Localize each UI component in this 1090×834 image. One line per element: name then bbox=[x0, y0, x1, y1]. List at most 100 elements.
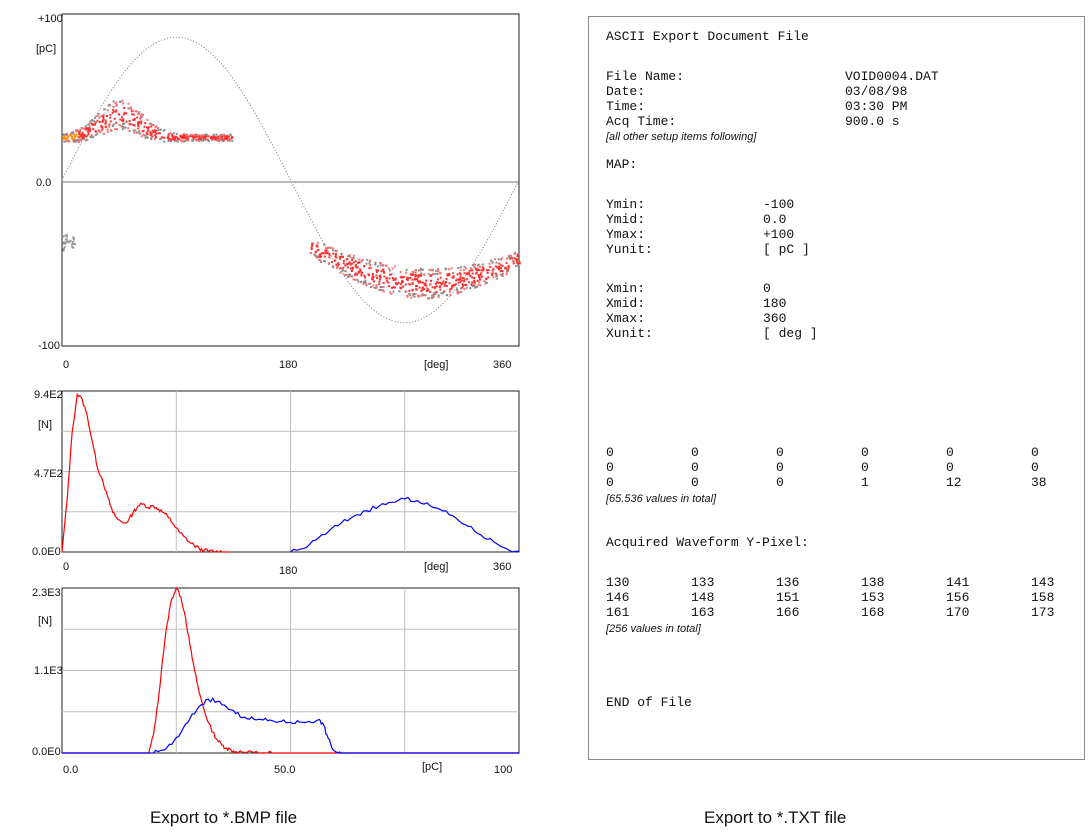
scatter-point bbox=[62, 235, 65, 238]
scatter-point bbox=[369, 263, 372, 266]
scatter-point bbox=[411, 282, 414, 285]
scatter-point bbox=[108, 123, 111, 126]
scatter-point bbox=[147, 127, 150, 130]
scatter-point bbox=[79, 128, 82, 131]
map-cell: 0 bbox=[776, 445, 784, 460]
scatter-point bbox=[415, 274, 418, 277]
scatter-point bbox=[98, 116, 101, 119]
scatter-point bbox=[324, 252, 327, 255]
scatter-point bbox=[470, 267, 473, 270]
time-label: Time: bbox=[606, 99, 646, 114]
scatter-point bbox=[92, 128, 95, 131]
scatter-point bbox=[388, 269, 391, 272]
scatter-point bbox=[424, 282, 427, 285]
scatter-point bbox=[143, 134, 146, 137]
scatter-point bbox=[68, 140, 71, 143]
wave-cell: 141 bbox=[946, 575, 970, 590]
scatter-point bbox=[134, 129, 137, 132]
scatter-point bbox=[429, 283, 432, 286]
scatter-point bbox=[66, 135, 69, 138]
scatter-point bbox=[369, 259, 372, 262]
scatter-point bbox=[132, 129, 135, 132]
scatter-point bbox=[64, 242, 67, 245]
y-axis-label: [pC] bbox=[36, 43, 56, 55]
scatter-point bbox=[448, 290, 451, 293]
scatter-point bbox=[356, 262, 359, 264]
scatter-point bbox=[62, 135, 65, 138]
scatter-point bbox=[375, 269, 378, 272]
scatter-point bbox=[140, 115, 143, 118]
scatter-point bbox=[389, 291, 392, 294]
scatter-point bbox=[516, 262, 519, 265]
scatter-point bbox=[479, 265, 482, 268]
scatter-point bbox=[468, 271, 470, 274]
scatter-point bbox=[127, 107, 130, 110]
scatter-point bbox=[326, 252, 329, 255]
scatter-point bbox=[167, 139, 170, 142]
scatter-point bbox=[106, 130, 109, 133]
scatter-point bbox=[505, 261, 508, 264]
map-cell: 0 bbox=[1031, 445, 1039, 460]
scatter-point bbox=[344, 264, 347, 267]
scatter-point bbox=[485, 281, 488, 284]
scatter-point bbox=[451, 284, 454, 287]
scatter-point bbox=[357, 270, 360, 273]
scatter-point bbox=[176, 140, 179, 143]
scatter-point bbox=[413, 293, 416, 295]
scatter-point bbox=[115, 104, 118, 107]
scatter-point bbox=[170, 139, 172, 142]
scatter-point bbox=[198, 135, 201, 138]
txt-export-panel: ASCII Export Document File File Name: VO… bbox=[588, 16, 1085, 760]
scatter-point bbox=[334, 249, 337, 252]
scatter-point bbox=[207, 140, 210, 142]
xmax-value: 360 bbox=[763, 311, 787, 326]
scatter-point bbox=[364, 279, 367, 282]
scatter-point bbox=[382, 289, 384, 292]
scatter-point bbox=[376, 265, 379, 268]
scatter-point bbox=[348, 261, 351, 264]
scatter-point bbox=[184, 137, 187, 140]
scatter-point bbox=[359, 270, 362, 273]
scatter-point bbox=[448, 282, 451, 285]
x-tick-label: 100 bbox=[494, 764, 512, 776]
scatter-point bbox=[98, 121, 101, 123]
scatter-point bbox=[154, 134, 157, 137]
scatter-point bbox=[111, 111, 114, 114]
scatter-point bbox=[376, 277, 378, 280]
waveform-note: [256 values in total] bbox=[606, 623, 701, 635]
scatter-point bbox=[84, 139, 87, 142]
wave-cell: 166 bbox=[776, 605, 800, 620]
scatter-point bbox=[480, 269, 483, 272]
scatter-point bbox=[514, 251, 517, 254]
scatter-point bbox=[332, 265, 334, 268]
map-cell: 0 bbox=[606, 460, 614, 475]
y-tick-label: 0.0 bbox=[36, 177, 51, 189]
xmin-value: 0 bbox=[763, 281, 771, 296]
scatter-point bbox=[422, 294, 425, 297]
scatter-point bbox=[420, 267, 422, 270]
scatter-point bbox=[501, 272, 504, 275]
scatter-point bbox=[128, 123, 131, 126]
scatter-point bbox=[75, 139, 78, 142]
scatter-point bbox=[467, 281, 470, 284]
scatter-point bbox=[352, 261, 355, 264]
scatter-point bbox=[185, 133, 188, 136]
scatter-point bbox=[430, 279, 432, 282]
scatter-point bbox=[337, 263, 340, 266]
scatter-point bbox=[321, 252, 324, 255]
scatter-point bbox=[76, 129, 79, 131]
scatter-point bbox=[201, 138, 204, 141]
scatter-point bbox=[481, 266, 484, 269]
scatter-point bbox=[463, 288, 466, 291]
series-lines bbox=[61, 392, 520, 553]
scatter-point bbox=[394, 278, 397, 281]
scatter-point bbox=[224, 138, 227, 140]
scatter-point bbox=[439, 281, 442, 284]
scatter-point bbox=[471, 272, 474, 275]
scatter-point bbox=[323, 243, 326, 246]
acq-time-value: 900.0 s bbox=[845, 114, 900, 129]
waveform-label: Acquired Waveform Y-Pixel: bbox=[606, 535, 809, 550]
scatter-point bbox=[314, 251, 317, 254]
scatter-point bbox=[362, 283, 365, 286]
x-axis-label: [deg] bbox=[424, 359, 448, 371]
